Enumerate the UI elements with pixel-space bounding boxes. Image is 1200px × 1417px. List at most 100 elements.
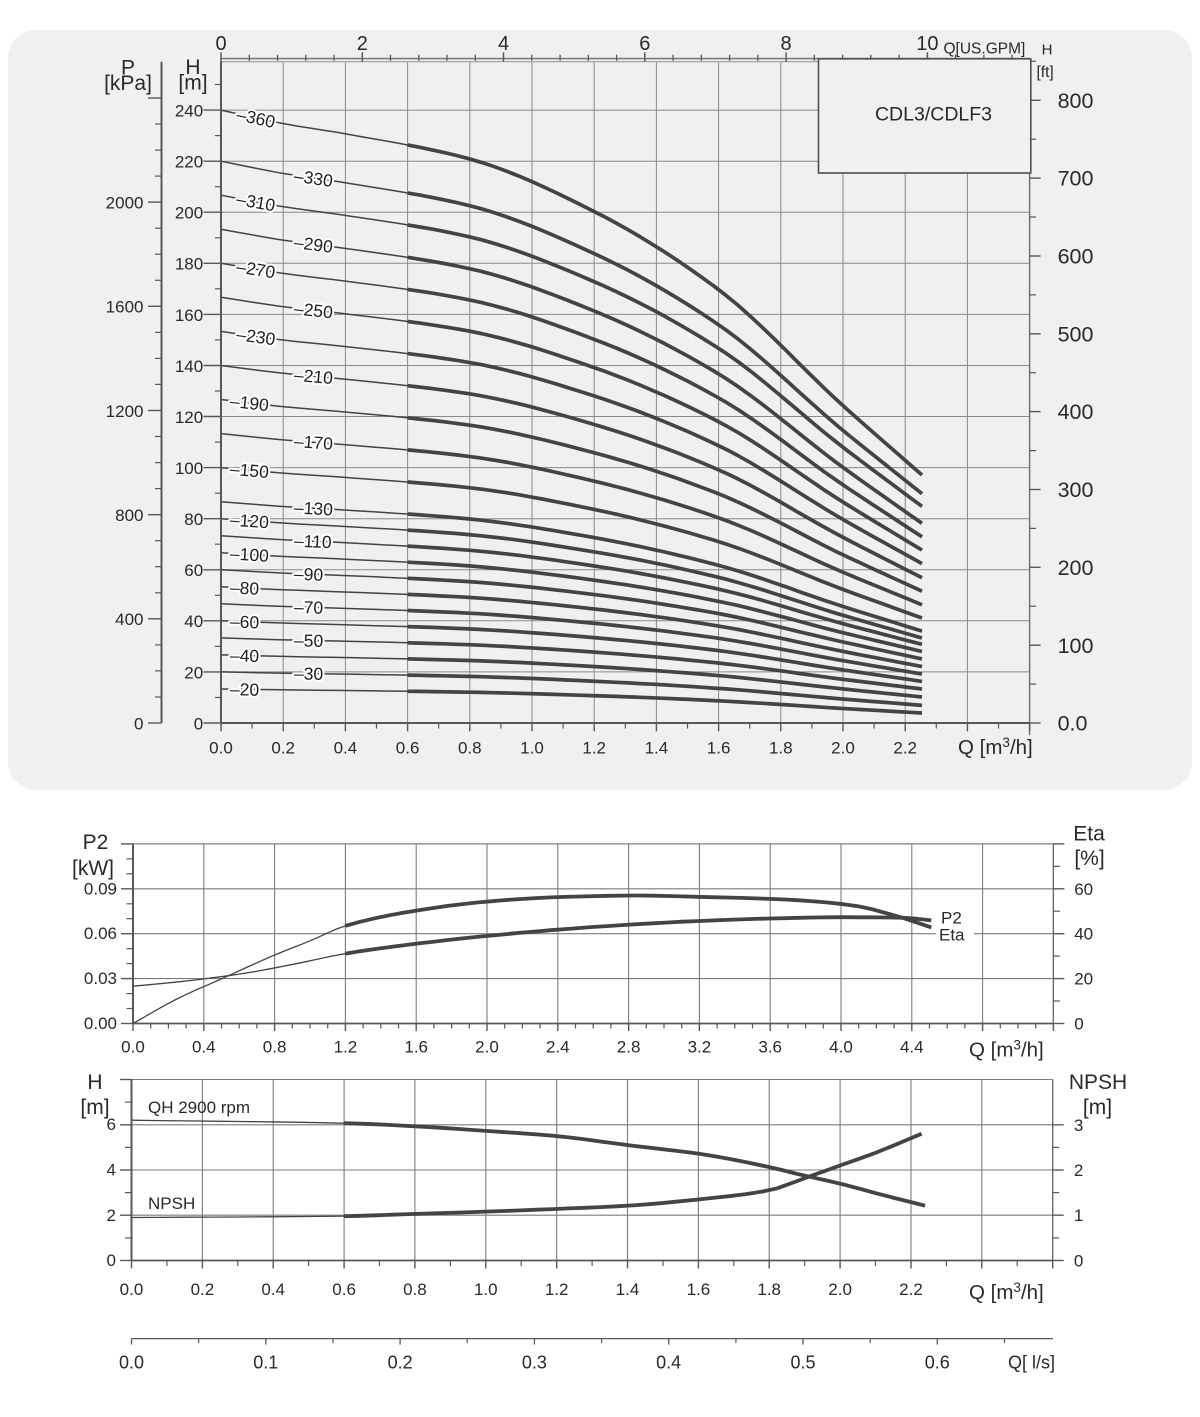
- svg-text:60: 60: [184, 561, 203, 580]
- svg-text:0.0: 0.0: [119, 1352, 144, 1372]
- svg-text:[kW]: [kW]: [72, 857, 114, 880]
- svg-text:40: 40: [1074, 925, 1093, 944]
- svg-text:1.0: 1.0: [520, 739, 544, 758]
- svg-text:Eta: Eta: [939, 926, 965, 945]
- svg-text:4: 4: [107, 1161, 116, 1180]
- svg-text:[m]: [m]: [80, 1096, 109, 1119]
- svg-text:700: 700: [1058, 167, 1094, 191]
- svg-text:0.6: 0.6: [332, 1280, 356, 1299]
- svg-text:–170: –170: [293, 431, 334, 454]
- svg-text:–110: –110: [294, 531, 333, 553]
- svg-text:40: 40: [184, 612, 203, 631]
- svg-text:[kPa]: [kPa]: [104, 72, 152, 95]
- svg-text:0.3: 0.3: [522, 1352, 547, 1372]
- svg-text:4.0: 4.0: [829, 1038, 853, 1057]
- svg-text:0.09: 0.09: [84, 879, 117, 898]
- svg-text:2.0: 2.0: [475, 1038, 499, 1057]
- svg-text:6: 6: [639, 33, 650, 55]
- svg-text:0.6: 0.6: [396, 739, 420, 758]
- svg-text:0.8: 0.8: [403, 1280, 427, 1299]
- svg-text:0.2: 0.2: [271, 739, 295, 758]
- svg-text:0.5: 0.5: [790, 1352, 815, 1372]
- svg-text:1.4: 1.4: [616, 1280, 640, 1299]
- svg-text:0.0: 0.0: [209, 739, 233, 758]
- svg-text:200: 200: [175, 204, 203, 223]
- svg-text:0: 0: [107, 1251, 116, 1270]
- svg-text:–100: –100: [229, 543, 269, 565]
- svg-text:–60: –60: [230, 611, 260, 632]
- svg-text:2: 2: [1074, 1161, 1083, 1180]
- svg-text:4.4: 4.4: [900, 1038, 924, 1057]
- svg-text:1: 1: [1074, 1206, 1083, 1225]
- svg-text:1.8: 1.8: [757, 1280, 781, 1299]
- svg-text:600: 600: [1058, 245, 1094, 269]
- svg-text:–30: –30: [294, 664, 324, 684]
- svg-text:0: 0: [215, 33, 226, 55]
- svg-text:6: 6: [107, 1115, 116, 1134]
- svg-text:3.2: 3.2: [688, 1038, 712, 1057]
- svg-text:1600: 1600: [106, 298, 144, 317]
- svg-text:0.03: 0.03: [84, 969, 117, 988]
- svg-text:220: 220: [175, 153, 203, 172]
- svg-text:0.4: 0.4: [261, 1280, 285, 1299]
- svg-text:0.4: 0.4: [334, 739, 358, 758]
- svg-text:0: 0: [1074, 1015, 1083, 1034]
- svg-text:60: 60: [1074, 880, 1093, 899]
- svg-text:800: 800: [1058, 89, 1094, 113]
- svg-text:100: 100: [175, 459, 203, 478]
- svg-text:1.4: 1.4: [645, 739, 669, 758]
- svg-text:1.2: 1.2: [334, 1038, 358, 1057]
- svg-text:120: 120: [175, 408, 203, 427]
- svg-text:NPSH: NPSH: [148, 1194, 195, 1213]
- svg-text:QH 2900 rpm: QH 2900 rpm: [148, 1098, 250, 1117]
- svg-text:2.2: 2.2: [893, 739, 917, 758]
- svg-text:–20: –20: [230, 679, 260, 699]
- svg-text:2.8: 2.8: [617, 1038, 641, 1057]
- svg-text:0.8: 0.8: [263, 1038, 287, 1057]
- svg-text:500: 500: [1058, 322, 1094, 346]
- svg-text:3.6: 3.6: [758, 1038, 782, 1057]
- svg-text:2.0: 2.0: [828, 1280, 852, 1299]
- svg-text:[m]: [m]: [178, 72, 207, 95]
- svg-text:[ft]: [ft]: [1037, 64, 1054, 81]
- svg-text:–130: –130: [293, 497, 333, 519]
- svg-text:0.0: 0.0: [121, 1038, 145, 1057]
- svg-text:P2: P2: [83, 831, 109, 854]
- svg-text:0.8: 0.8: [458, 739, 482, 758]
- svg-text:2.4: 2.4: [546, 1038, 570, 1057]
- svg-text:8: 8: [781, 33, 792, 55]
- svg-text:–50: –50: [294, 630, 324, 651]
- svg-text:180: 180: [175, 255, 203, 274]
- svg-text:0.1: 0.1: [253, 1352, 278, 1372]
- svg-text:1.6: 1.6: [707, 739, 731, 758]
- svg-text:[m]: [m]: [1083, 1096, 1112, 1119]
- svg-text:2: 2: [107, 1206, 116, 1225]
- svg-text:1.2: 1.2: [545, 1280, 569, 1299]
- svg-text:NPSH: NPSH: [1069, 1071, 1127, 1094]
- svg-text:CDL3/CDLF3: CDL3/CDLF3: [875, 103, 992, 125]
- svg-text:–210: –210: [293, 365, 334, 389]
- svg-text:2.0: 2.0: [831, 739, 855, 758]
- svg-text:100: 100: [1058, 634, 1094, 658]
- svg-text:160: 160: [175, 306, 203, 325]
- svg-text:0: 0: [134, 714, 143, 733]
- svg-text:0: 0: [1074, 1252, 1083, 1271]
- svg-text:300: 300: [1058, 478, 1094, 502]
- svg-text:0.0: 0.0: [120, 1280, 144, 1299]
- svg-text:1.0: 1.0: [474, 1280, 498, 1299]
- svg-text:20: 20: [184, 663, 203, 682]
- svg-text:240: 240: [175, 102, 203, 121]
- svg-text:0.0: 0.0: [1058, 712, 1088, 736]
- svg-text:2000: 2000: [106, 194, 144, 213]
- svg-text:1.6: 1.6: [404, 1038, 428, 1057]
- svg-text:1200: 1200: [106, 402, 144, 421]
- svg-text:Q[ l/s]: Q[ l/s]: [1008, 1352, 1055, 1372]
- svg-text:2.2: 2.2: [899, 1280, 923, 1299]
- svg-text:Q[US.GPM]: Q[US.GPM]: [944, 41, 1026, 58]
- svg-text:Eta: Eta: [1073, 823, 1105, 846]
- svg-text:1.8: 1.8: [769, 739, 793, 758]
- svg-text:400: 400: [115, 610, 143, 629]
- svg-text:0.00: 0.00: [84, 1014, 117, 1033]
- svg-text:140: 140: [175, 357, 203, 376]
- svg-text:–40: –40: [230, 645, 260, 666]
